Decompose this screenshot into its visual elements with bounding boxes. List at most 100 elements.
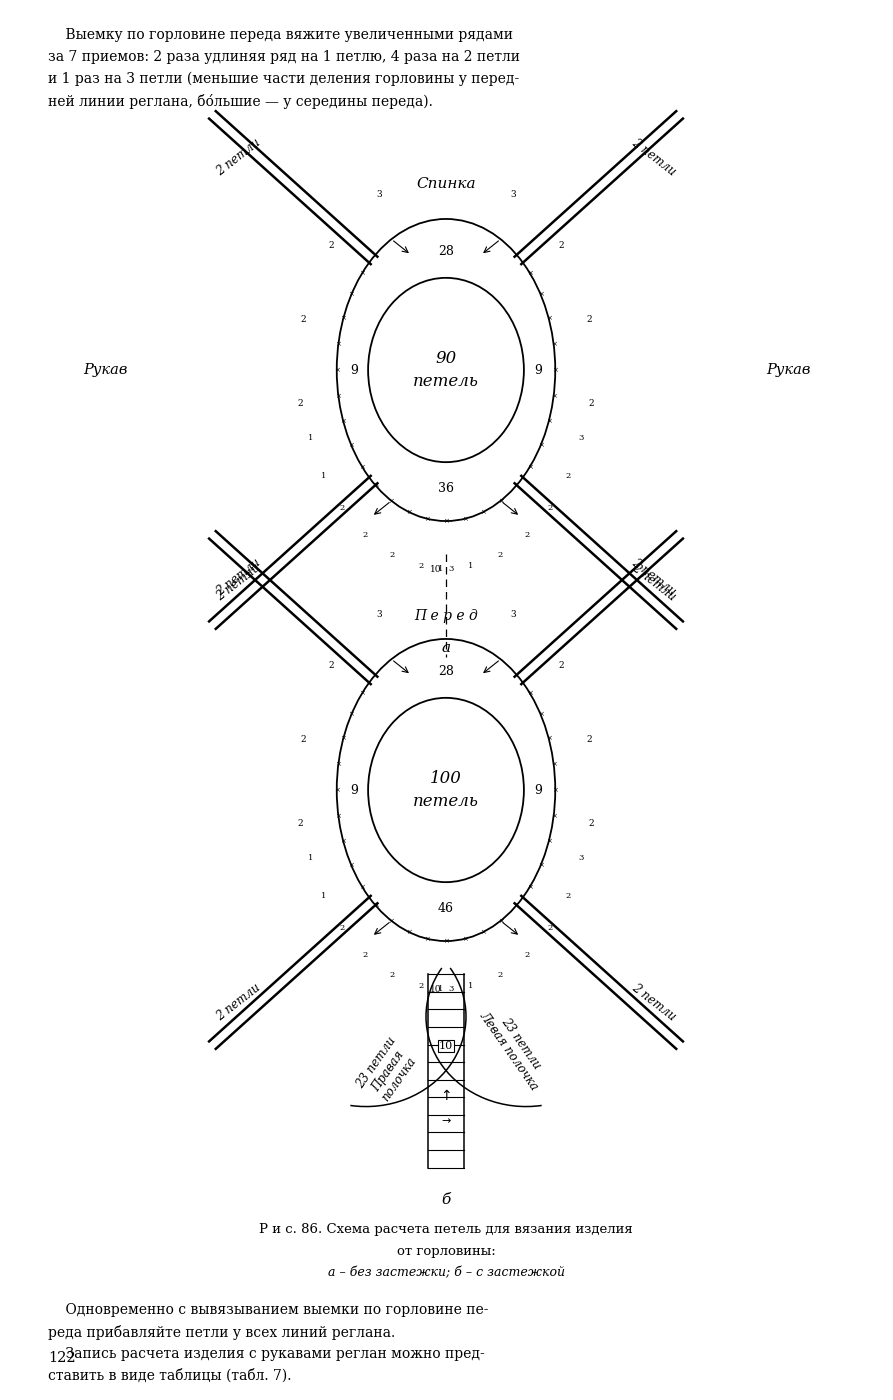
Text: Одновременно с вывязыванием выемки по горловине пе-: Одновременно с вывязыванием выемки по го… [48,1302,488,1316]
Text: 100
петель: 100 петель [413,770,479,809]
Text: 2 петли: 2 петли [630,561,679,603]
Text: Выемку по горловине переда вяжите увеличенными рядами: Выемку по горловине переда вяжите увелич… [48,28,513,42]
Text: 2: 2 [328,241,334,251]
Text: 46: 46 [438,902,454,916]
Text: 90
петель: 90 петель [413,350,479,389]
Text: ×: × [334,367,339,372]
Text: ×: × [340,419,346,424]
Text: ×: × [551,340,556,347]
Text: ×: × [348,711,355,717]
Text: 2 петли: 2 петли [630,981,679,1023]
Text: 3: 3 [376,610,381,619]
Text: ×: × [359,690,365,696]
Text: 3: 3 [510,190,516,199]
Text: 2: 2 [339,504,345,512]
Text: 2: 2 [558,241,564,251]
Text: ↑: ↑ [440,1089,452,1103]
Text: 122: 122 [48,1351,76,1365]
Text: ×: × [546,419,552,424]
Text: 2: 2 [524,531,530,539]
Text: ×: × [527,270,532,276]
Text: ×: × [513,483,519,489]
Text: ×: × [334,787,339,792]
Text: ×: × [340,839,346,844]
Text: 3: 3 [448,986,454,993]
Text: ×: × [538,711,544,717]
Text: ×: × [388,918,395,924]
Text: 1: 1 [468,983,473,990]
Text: ×: × [348,442,355,448]
Text: 2: 2 [547,504,553,512]
Text: 1: 1 [438,986,444,993]
Text: ×: × [336,760,341,767]
Text: 2 петли: 2 петли [630,136,679,179]
Text: Рукав: Рукав [83,363,127,377]
Text: 2: 2 [300,735,305,745]
Text: 2: 2 [524,951,530,959]
Text: реда прибавляйте петли у всех линий реглана.: реда прибавляйте петли у всех линий регл… [48,1324,396,1340]
Text: 2: 2 [300,315,305,325]
Text: 2: 2 [328,661,334,671]
Text: ×: × [336,813,341,819]
Text: 23 петли
Правая
полочка: 23 петли Правая полочка [354,1035,421,1107]
Text: 23 петли
Левая полочка: 23 петли Левая полочка [477,1001,553,1093]
Text: 2: 2 [497,550,503,559]
Text: 2 петли: 2 петли [213,561,263,603]
Text: 9: 9 [534,784,542,797]
Text: ×: × [359,883,365,890]
Text: 3: 3 [579,854,584,862]
Text: 1: 1 [438,566,444,573]
Text: 2 петли: 2 петли [213,981,263,1023]
Text: ×: × [538,442,544,448]
Text: 2: 2 [588,399,595,407]
Text: 9: 9 [534,364,542,377]
Text: 10: 10 [430,984,442,994]
Text: 2: 2 [389,550,395,559]
Text: ×: × [538,291,544,297]
Text: 2: 2 [418,983,423,990]
Text: 3: 3 [376,190,381,199]
Text: 2: 2 [363,951,368,959]
Text: ×: × [546,839,552,844]
Text: и 1 раз на 3 петли (меньшие части деления горловины у перед-: и 1 раз на 3 петли (меньшие части делени… [48,71,519,87]
Text: ставить в виде таблицы (табл. 7).: ставить в виде таблицы (табл. 7). [48,1369,291,1383]
Text: П е р е д: П е р е д [414,609,478,623]
Text: ×: × [443,518,449,524]
Text: 2 петли: 2 петли [213,556,263,599]
Text: ×: × [405,510,412,515]
Text: ×: × [527,883,532,890]
Text: а – без застежки; б – с застежкой: а – без застежки; б – с застежкой [328,1267,564,1280]
Text: 2: 2 [297,399,303,407]
Text: ×: × [340,315,346,322]
Text: 2: 2 [565,892,571,900]
Text: ×: × [336,340,341,347]
Text: ×: × [424,935,430,942]
Text: ×: × [348,862,355,868]
Text: ×: × [513,903,519,909]
Text: б: б [441,1193,451,1207]
Text: а: а [441,641,451,655]
Text: ×: × [546,735,552,742]
Text: Р и с. 86. Схема расчета петель для вязания изделия: Р и с. 86. Схема расчета петель для вяза… [259,1222,633,1236]
Text: ×: × [527,463,532,470]
Text: 2: 2 [587,315,592,325]
Text: ×: × [551,393,556,399]
Text: ×: × [373,903,379,909]
Text: 3: 3 [579,434,584,442]
Text: ×: × [552,787,558,792]
Text: ×: × [443,938,449,944]
Text: ×: × [551,760,556,767]
Text: ×: × [359,463,365,470]
Text: ×: × [480,510,487,515]
Text: 9: 9 [350,364,358,377]
Text: 2: 2 [389,970,395,979]
Text: 2 петли: 2 петли [213,136,263,179]
Text: 2: 2 [558,661,564,671]
Text: ×: × [497,918,504,924]
Text: ×: × [373,483,379,489]
Text: 2: 2 [297,819,303,827]
Text: 3: 3 [448,566,454,573]
Text: 2: 2 [497,970,503,979]
Text: ×: × [462,515,468,522]
Text: ×: × [424,515,430,522]
